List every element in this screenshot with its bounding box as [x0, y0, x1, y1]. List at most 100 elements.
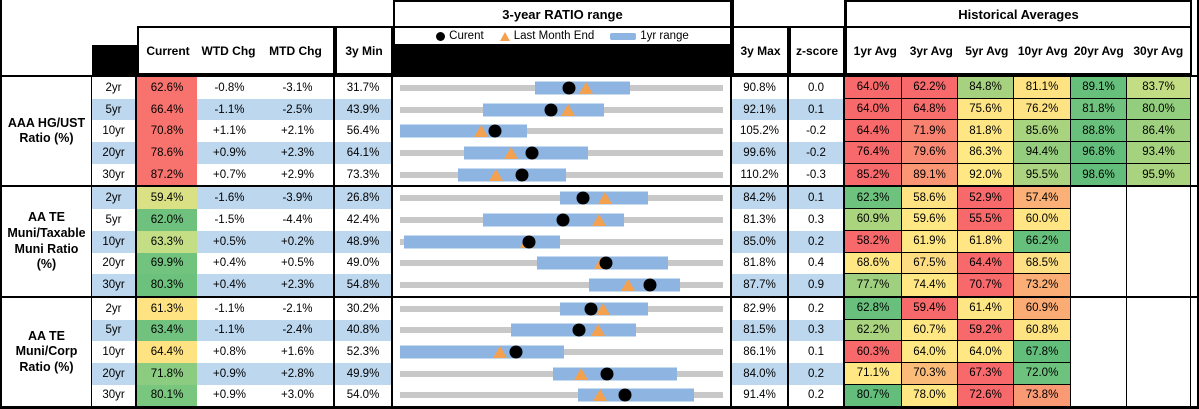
- row-group-rows: 2yr 61.3% -1.1% -2.1% 30.2% 82.9% 0.2 62.8% 59.4…: [92, 297, 1197, 407]
- z-score-cell: -0.2: [789, 142, 845, 164]
- wtd-chg-cell: +0.7%: [197, 163, 262, 186]
- z-score-cell: 0.2: [789, 384, 845, 407]
- historical-avg-cell: 62.8%: [845, 297, 902, 320]
- tenor-cell: 5yr: [92, 209, 137, 231]
- three-year-max-cell: 81.8%: [732, 252, 789, 275]
- current-marker: [576, 191, 590, 205]
- historical-avg-cell: 59.4%: [902, 297, 958, 320]
- historical-avg-cell: 67.8%: [1014, 341, 1071, 363]
- column-header-1yr-avg: 1yr Avg: [853, 43, 897, 58]
- chart-range-title: 3-year RATIO range: [393, 0, 732, 26]
- historical-avg-cell: 79.6%: [902, 142, 958, 164]
- current-marker: [515, 168, 529, 182]
- three-year-min-cell: 30.2%: [335, 297, 393, 320]
- avg-columns-header: 1yr Avg 3yr Avg 5yr Avg 10yr Avg 20yr Av…: [845, 26, 1192, 75]
- three-year-min-cell: 73.3%: [335, 163, 393, 186]
- wtd-chg-cell: +0.9%: [197, 142, 262, 164]
- historical-avg-empty-cell: [1127, 209, 1191, 231]
- historical-avg-cell: 64.4%: [958, 252, 1014, 275]
- group-label-header-spacer: [2, 26, 92, 75]
- mtd-chg-cell: +0.2%: [262, 230, 335, 253]
- column-header-3yr-avg: 3yr Avg: [909, 43, 953, 58]
- historical-avg-cell: 55.5%: [958, 209, 1014, 231]
- z-score-cell: 0.9: [789, 274, 845, 296]
- last-month-end-marker: [620, 279, 635, 292]
- table-row: 20yr 71.8% +0.9% +2.8% 49.9% 84.0% 0.2 71.1% 70.…: [92, 362, 1197, 385]
- historical-avg-empty-cell: [1071, 384, 1127, 407]
- header-spacer-mid: [732, 0, 845, 26]
- z-score-cell: 0.3: [789, 209, 845, 231]
- historical-avg-cell: 88.8%: [1071, 120, 1127, 143]
- historical-avg-empty-cell: [1127, 362, 1191, 385]
- range-chart-plot: [400, 142, 723, 164]
- z-score-cell: 0.2: [789, 297, 845, 320]
- chart-header-black-box: [395, 44, 730, 73]
- mtd-chg-cell: -3.1%: [262, 77, 335, 99]
- three-year-max-cell: 90.8%: [732, 77, 789, 99]
- mtd-chg-cell: -4.4%: [262, 209, 335, 231]
- three-year-max-cell: 81.5%: [732, 319, 789, 342]
- z-score-cell: 0.1: [789, 341, 845, 363]
- row-group: AA TE Muni/Taxable Muni Ratio (%) 2yr 59.4…: [2, 185, 1197, 296]
- current-value-cell: 80.3%: [137, 274, 197, 296]
- historical-avg-cell: 64.8%: [902, 98, 958, 121]
- header-band-top: 3-year RATIO range Historical Averages: [2, 0, 1197, 26]
- mtd-chg-cell: +1.6%: [262, 341, 335, 363]
- historical-avg-cell: 95.5%: [1014, 163, 1071, 186]
- wtd-chg-cell: -1.1%: [197, 98, 262, 121]
- mtd-chg-cell: +2.3%: [262, 274, 335, 296]
- row-group: AA TE Muni/Corp Ratio (%) 2yr 61.3% -1.1% -2…: [2, 295, 1197, 407]
- three-year-max-cell: 92.1%: [732, 98, 789, 121]
- chart-header-cell: Curent Last Month End 1yr range: [393, 26, 732, 75]
- range-chart-cell: [393, 362, 732, 385]
- wtd-chg-cell: +0.9%: [197, 384, 262, 407]
- three-year-min-cell: 43.9%: [335, 98, 393, 121]
- mtd-chg-cell: +2.9%: [262, 163, 335, 186]
- legend-item-current: Curent: [436, 30, 484, 42]
- last-month-end-marker: [596, 302, 611, 315]
- historical-avg-cell: 95.9%: [1127, 163, 1191, 186]
- z-score-cell: 0.4: [789, 252, 845, 275]
- range-track: [400, 392, 723, 399]
- range-track: [400, 238, 723, 245]
- tenor-cell: 10yr: [92, 341, 137, 363]
- range-chart-plot: [400, 320, 723, 342]
- historical-avg-cell: 84.8%: [958, 77, 1014, 99]
- row-group-label: AA TE Muni/Taxable Muni Ratio (%): [2, 187, 92, 296]
- table-row: 20yr 78.6% +0.9% +2.3% 64.1% 99.6% -0.2 76.4% 79…: [92, 142, 1197, 164]
- current-value-cell: 70.8%: [137, 120, 197, 143]
- wtd-chg-cell: +0.4%: [197, 252, 262, 275]
- tenor-cell: 10yr: [92, 230, 137, 253]
- historical-avg-cell: 61.9%: [902, 230, 958, 253]
- column-header-10yr-avg: 10yr Avg: [1017, 43, 1068, 58]
- current-marker: [572, 323, 586, 337]
- three-year-min-cell: 54.0%: [335, 384, 393, 407]
- three-year-max-cell: 105.2%: [732, 120, 789, 143]
- range-chart-cell: [393, 341, 732, 363]
- three-year-min-cell: 49.9%: [335, 362, 393, 385]
- three-year-max-cell: 82.9%: [732, 297, 789, 320]
- historical-avg-cell: 76.4%: [845, 142, 902, 164]
- three-year-max-cell: 91.4%: [732, 384, 789, 407]
- last-month-end-marker: [493, 346, 508, 359]
- current-value-cell: 64.4%: [137, 341, 197, 363]
- z-score-cell: 0.0: [789, 77, 845, 99]
- historical-avg-cell: 75.6%: [958, 98, 1014, 121]
- current-marker: [600, 367, 614, 381]
- three-year-min-cell: 54.8%: [335, 274, 393, 296]
- table-row: 20yr 69.9% +0.4% +0.5% 49.0% 81.8% 0.4 68.6% 67.…: [92, 252, 1197, 275]
- wtd-chg-cell: -1.6%: [197, 187, 262, 210]
- current-marker: [618, 388, 632, 402]
- range-chart-cell: [393, 120, 732, 143]
- three-year-max-cell: 85.0%: [732, 230, 789, 253]
- last-month-end-marker: [504, 146, 518, 159]
- current-value-cell: 78.6%: [137, 142, 197, 164]
- z-score-cell: 0.1: [789, 187, 845, 210]
- historical-avg-empty-cell: [1071, 252, 1127, 275]
- range-chart-plot: [400, 363, 723, 385]
- z-score-cell: -0.3: [789, 163, 845, 186]
- change-columns-header: Current WTD Chg MTD Chg: [137, 26, 335, 75]
- range-chart-cell: [393, 297, 732, 320]
